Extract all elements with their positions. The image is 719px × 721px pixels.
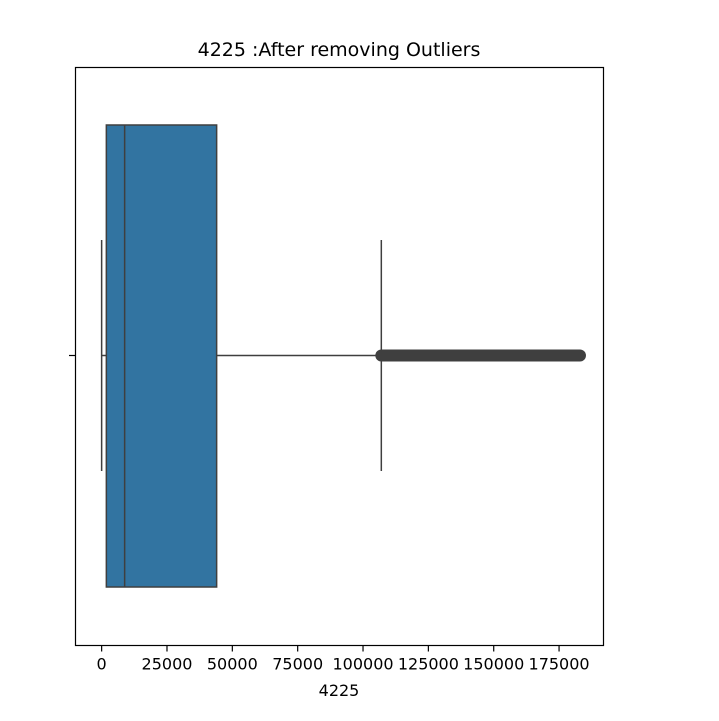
x-axis-label: 4225 — [319, 681, 360, 700]
x-axis-ticks: 0 25000 50000 75000 100000 125000 150000 175000 — [97, 645, 590, 674]
chart-title: 4225 :After removing Outliers — [198, 39, 481, 61]
x-tick-label: 175000 — [529, 655, 590, 674]
x-tick-label: 50000 — [207, 655, 258, 674]
iqr-box — [105, 124, 218, 588]
x-tick-label: 125000 — [398, 655, 459, 674]
x-tick-label: 25000 — [142, 655, 193, 674]
x-tick-label: 0 — [97, 655, 107, 674]
x-tick-label: 100000 — [332, 655, 393, 674]
x-tick-label: 150000 — [463, 655, 524, 674]
plot-frame — [74, 66, 605, 647]
plot-marks — [100, 124, 586, 588]
x-tick-label: 75000 — [272, 655, 323, 674]
